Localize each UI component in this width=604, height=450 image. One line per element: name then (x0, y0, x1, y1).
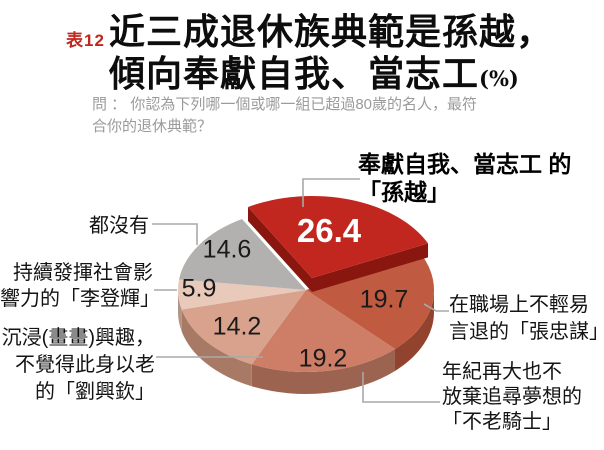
chart-title-line1: 近三成退休族典範是孫越， (109, 11, 554, 53)
label-chang-line2: 言退的「張忠謀」 (449, 321, 604, 343)
value-sun-yue: 26.4 (296, 212, 362, 249)
label-liu-hsing-chin: 沉浸(畫畫)興趣， 不覺得此身以老 的「劉興欽」 (0, 325, 155, 406)
label-rider-line2: 放棄追尋夢想的 (442, 386, 582, 408)
label-none: 都沒有 (0, 213, 149, 239)
label-ageless-riders: 年紀再大也不 放棄追尋夢想的 「不老騎士」 (442, 360, 582, 435)
label-none-line1: 都沒有 (89, 215, 149, 237)
label-sun-yue-line1: 奉獻自我、當志工 (358, 151, 542, 177)
label-chang-line1: 在職場上不輕易 (449, 294, 589, 316)
label-rider-line1: 年紀再大也不 (442, 361, 562, 383)
label-sun-yue: 奉獻自我、當志工 的「孫越」 (358, 150, 604, 206)
value-lee-teng-hui: 5.9 (181, 274, 217, 303)
table-number-tag: 表12 (66, 31, 105, 50)
label-lee-line2: 響力的「李登輝」 (0, 288, 160, 310)
value-ageless-riders: 19.2 (298, 344, 348, 373)
label-lee-line1: 持續發揮社會影 (13, 262, 153, 284)
value-none: 14.6 (202, 235, 252, 264)
chart-title-line2: 傾向奉獻自我、當志工 (109, 53, 480, 95)
label-rider-line3: 「不老騎士」 (442, 411, 562, 433)
value-liu-hsing-chin: 14.2 (212, 312, 262, 341)
label-sun-yue-line2: 的「孫越」 (358, 151, 572, 205)
label-liu-line2: 不覺得此身以老 (15, 354, 155, 376)
label-lee-teng-hui: 持續發揮社會影 響力的「李登輝」 (0, 260, 160, 312)
label-liu-line3: 的「劉興欽」 (35, 381, 155, 403)
chart-title-unit: (%) (479, 66, 519, 91)
value-chang-chung-mou: 19.7 (359, 285, 409, 314)
survey-question: 問 ： 你認為下列哪一個或哪一組已超過80歲的名人，最符 合你的退休典範？ (92, 94, 562, 138)
label-chang-chung-mou: 在職場上不輕易 言退的「張忠謀」 (449, 292, 604, 346)
chart-title: 近三成退休族典範是孫越， 傾向奉獻自我、當志工(%) (109, 11, 553, 100)
label-liu-line1: 沉浸(畫畫)興趣， (1, 327, 155, 349)
survey-question-line2: 合你的退休典範？ (92, 118, 213, 135)
survey-question-line1: 問 ： 你認為下列哪一個或哪一組已超過80歲的名人，最符 (92, 96, 478, 113)
